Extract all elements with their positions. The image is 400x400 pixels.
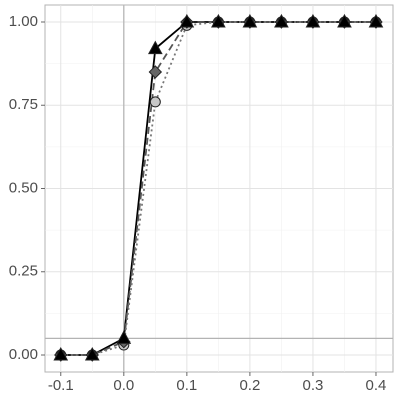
triangle-marker	[274, 13, 289, 28]
y-tick-label: 0.75	[9, 96, 38, 113]
triangle-marker	[242, 13, 258, 28]
triangle-marker	[116, 330, 132, 344]
series-line	[60, 21, 376, 356]
x-tick-label: 0.0	[113, 377, 134, 394]
y-tick-label: 0.00	[9, 346, 38, 363]
triangle-marker	[53, 346, 69, 361]
triangle-marker	[368, 13, 384, 28]
triangle-marker	[84, 346, 100, 361]
x-tick-label: 0.1	[176, 377, 197, 394]
diamond-marker	[148, 65, 163, 79]
triangle-marker	[147, 40, 163, 55]
x-tick-label: 0.2	[239, 377, 260, 394]
y-tick-label: 1.00	[9, 13, 38, 30]
y-tick-label: 0.25	[9, 263, 38, 280]
x-tick-label: -0.1	[48, 377, 74, 394]
circle-marker	[149, 96, 161, 108]
y-tick-label: 0.50	[9, 179, 38, 196]
triangle-marker	[337, 13, 352, 28]
x-tick-label: 0.4	[366, 377, 387, 394]
triangle-marker	[179, 13, 195, 28]
triangle-marker	[305, 13, 321, 28]
triangle-marker	[211, 13, 226, 28]
x-tick-label: 0.3	[303, 377, 324, 394]
